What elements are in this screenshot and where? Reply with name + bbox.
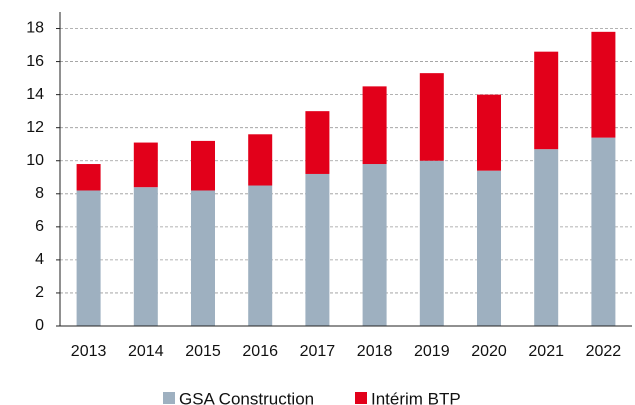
bar-segment — [248, 185, 273, 326]
y-tick-label: 2 — [35, 284, 44, 301]
x-tick-label: 2017 — [300, 343, 336, 360]
x-tick-label: 2018 — [357, 343, 393, 360]
y-tick-label: 16 — [26, 53, 44, 70]
bar-segment — [362, 86, 387, 165]
legend-label: GSA Construction — [179, 389, 314, 405]
legend-label: Intérim BTP — [371, 389, 461, 405]
bar-segment — [305, 173, 330, 326]
bar-segment — [248, 134, 273, 186]
y-tick-label: 12 — [26, 119, 44, 136]
bar-segment — [362, 164, 387, 326]
y-tick-label: 10 — [26, 152, 44, 169]
bar-segment — [534, 149, 559, 326]
x-tick-label: 2014 — [128, 343, 164, 360]
x-tick-label: 2022 — [586, 343, 622, 360]
bar-segment — [133, 142, 158, 188]
bar-segment — [591, 31, 616, 138]
y-tick-label: 8 — [35, 185, 44, 202]
x-tick-label: 2019 — [414, 343, 450, 360]
x-tick-label: 2020 — [471, 343, 507, 360]
bar-segment — [534, 51, 559, 150]
bar-segment — [477, 170, 501, 326]
y-tick-label: 18 — [26, 20, 44, 37]
y-tick-label: 4 — [35, 251, 44, 268]
y-tick-label: 0 — [35, 317, 44, 334]
x-tick-label: 2016 — [242, 343, 278, 360]
bar-segment — [76, 164, 101, 191]
bar-segment — [419, 73, 444, 161]
bar-segment — [76, 190, 101, 326]
bar-segment — [191, 190, 215, 326]
x-tick-label: 2021 — [528, 343, 564, 360]
legend-swatch — [163, 392, 175, 404]
bar-segment — [419, 160, 444, 326]
bar-segment — [133, 187, 158, 326]
bar-segment — [305, 111, 330, 174]
x-tick-label: 2015 — [185, 343, 221, 360]
bar-segment — [191, 140, 215, 191]
bar-segment — [591, 137, 616, 326]
legend-swatch — [355, 392, 367, 404]
y-tick-label: 6 — [35, 218, 44, 235]
bar-segment — [477, 94, 501, 171]
y-tick-label: 14 — [26, 86, 44, 103]
x-tick-label: 2013 — [71, 343, 107, 360]
